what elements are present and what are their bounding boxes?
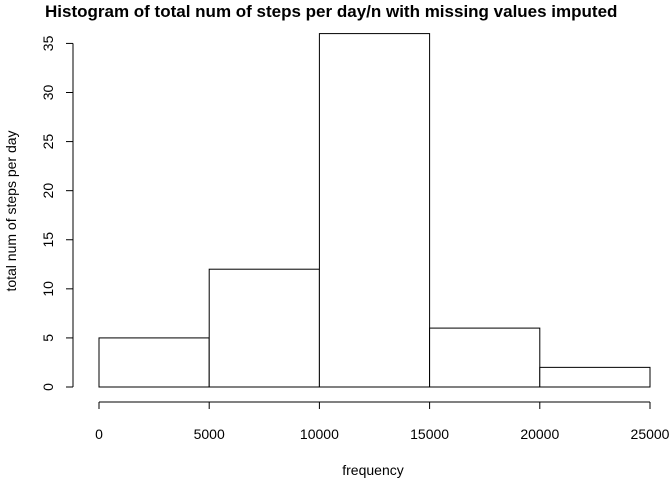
x-tick-label: 0 (95, 426, 103, 442)
y-tick-label: 35 (40, 35, 56, 51)
x-tick-label: 25000 (631, 426, 670, 442)
y-tick-label: 0 (40, 383, 56, 391)
y-tick-label: 30 (40, 85, 56, 101)
y-tick-label: 15 (40, 232, 56, 248)
x-axis-label: frequency (342, 462, 403, 478)
y-tick-label: 25 (40, 134, 56, 150)
x-axis: 0 5000 10000 15000 20000 25000 (95, 401, 670, 442)
x-tick-label: 10000 (300, 426, 339, 442)
bars-group (98, 33, 651, 388)
y-tick-label: 20 (40, 183, 56, 199)
y-tick-label: 5 (40, 334, 56, 342)
x-tick-label: 20000 (520, 426, 559, 442)
chart-title: Histogram of total num of steps per day/… (45, 2, 617, 21)
histogram-bar-4 (429, 327, 541, 388)
histogram-bar-2 (208, 268, 320, 388)
histogram-bar-3 (318, 33, 431, 388)
histogram-bar-1 (98, 337, 210, 388)
x-tick-label: 5000 (194, 426, 225, 442)
x-tick-label: 15000 (410, 426, 449, 442)
histogram-bar-5 (539, 366, 651, 388)
y-tick-label: 10 (40, 281, 56, 297)
y-axis: 0 5 10 15 20 25 30 35 (40, 35, 74, 391)
y-axis-label: total num of steps per day (3, 130, 19, 291)
